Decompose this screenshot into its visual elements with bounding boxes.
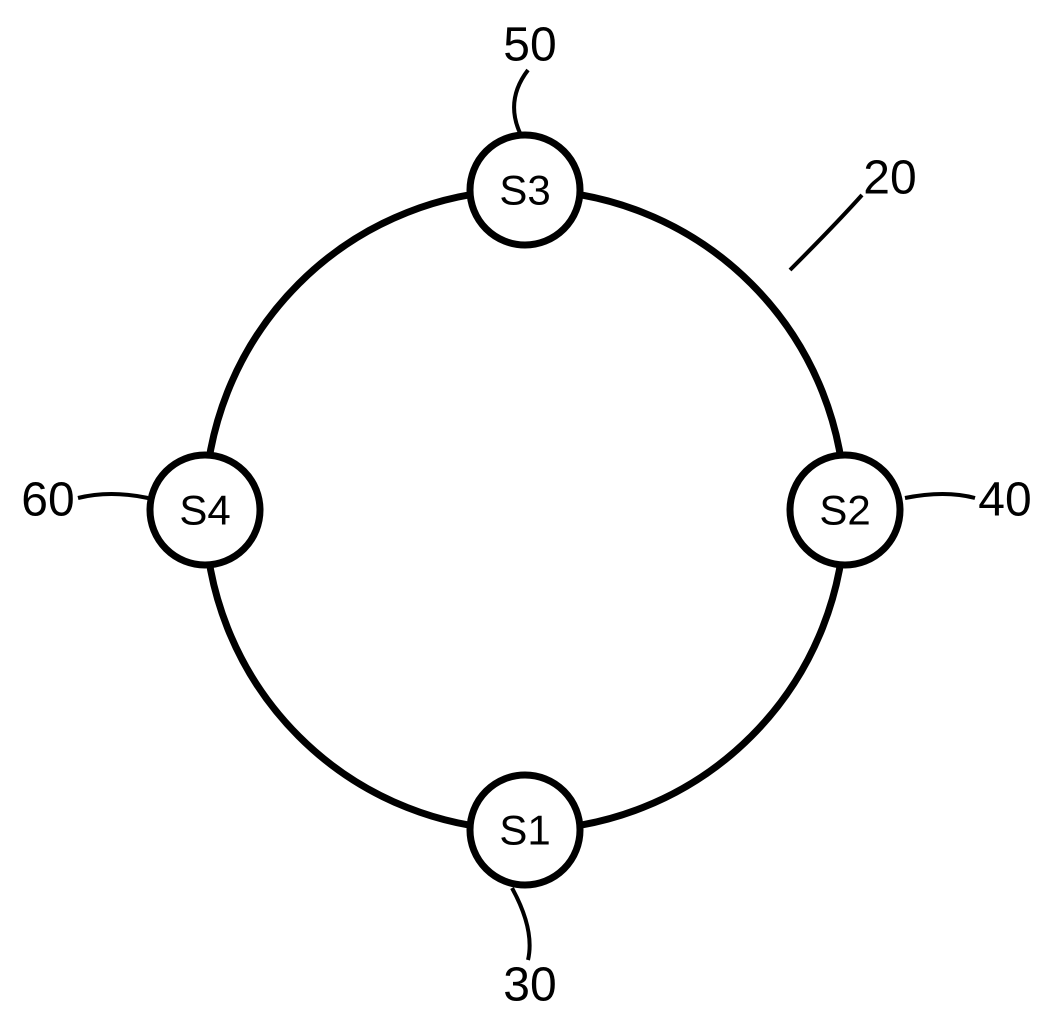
ring-ref-label: 20 — [863, 152, 916, 205]
node-s3-ref-label: 50 — [503, 19, 556, 72]
node-s2-leader — [905, 494, 975, 498]
node-s1-leader — [512, 888, 530, 960]
diagram-canvas: 20 S1 30 S2 40 S3 50 S4 60 — [0, 0, 1048, 1016]
ring-circle — [205, 190, 845, 830]
node-s1-label: S1 — [499, 807, 550, 854]
node-s3-label: S3 — [499, 167, 550, 214]
node-s2-label: S2 — [819, 487, 870, 534]
ring-leader — [790, 195, 862, 270]
node-s4-leader — [78, 494, 148, 498]
node-s4-ref-label: 60 — [21, 474, 74, 527]
node-s1-ref-label: 30 — [503, 959, 556, 1012]
node-s3-leader — [514, 70, 528, 133]
node-s2-ref-label: 40 — [978, 474, 1031, 527]
node-s4-label: S4 — [179, 487, 230, 534]
